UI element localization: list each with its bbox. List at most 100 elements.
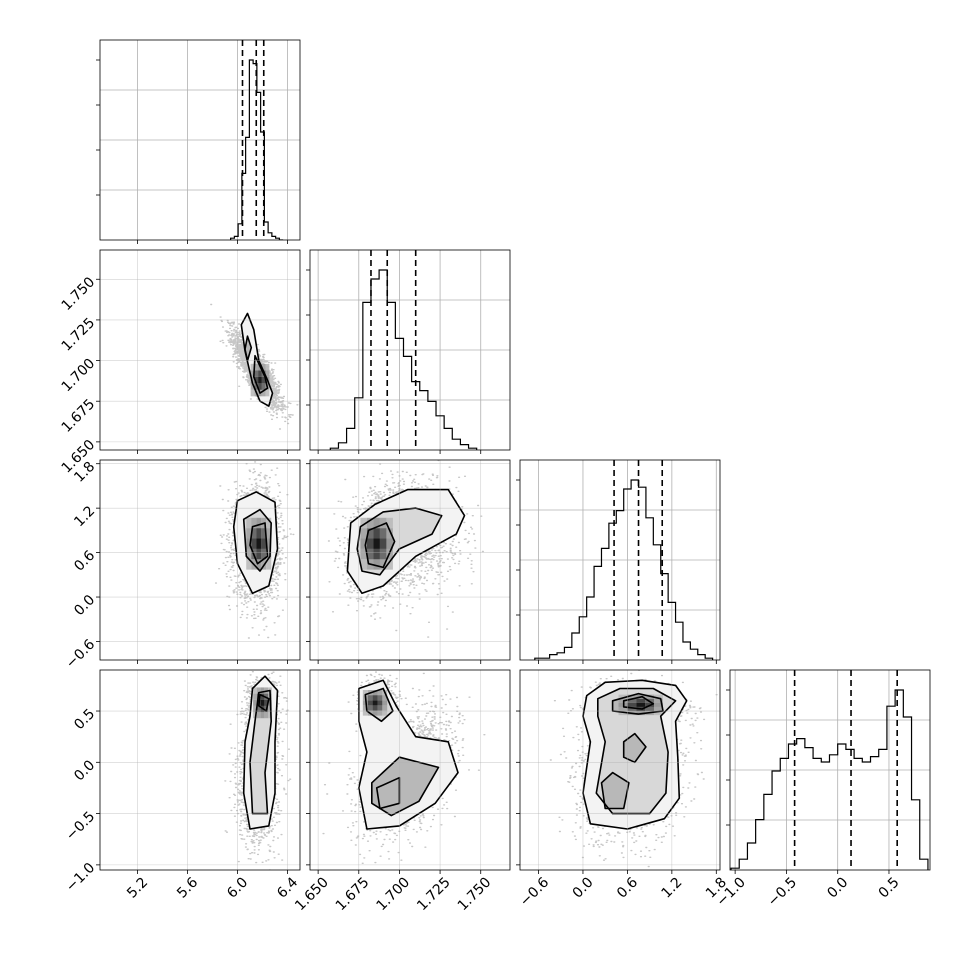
contour-line-0 (242, 675, 279, 830)
density-cell (251, 528, 257, 539)
density-cell (373, 559, 380, 570)
density-cell (360, 528, 367, 539)
contour-line-0 (582, 679, 688, 830)
density-cell (366, 548, 374, 560)
panel-frame (99, 459, 301, 661)
density-cell (377, 690, 383, 696)
joint-panel-3-0 (96, 669, 301, 874)
density-cell (627, 702, 637, 707)
density-cell (251, 517, 257, 529)
density-cell (366, 517, 374, 529)
panel-frame (99, 669, 301, 871)
density-cell (382, 700, 388, 706)
density-cell (268, 712, 272, 719)
density-cell (379, 538, 387, 549)
density-cell (261, 548, 267, 560)
panel-frame (309, 459, 511, 661)
density-cell (256, 687, 261, 694)
density-cell (260, 699, 265, 706)
density-cell (367, 700, 373, 706)
panel-frame (519, 669, 721, 871)
density-cell (266, 559, 272, 570)
density-cell (627, 694, 637, 699)
density-cell (362, 690, 368, 696)
density-cell (362, 705, 368, 711)
density-cell (246, 548, 252, 560)
x-tick-label: 0.0 (570, 874, 597, 901)
density-cell (379, 548, 387, 560)
histogram-step-1 (329, 269, 478, 450)
density-cell (253, 705, 257, 713)
contour-line-4 (622, 732, 647, 764)
contour-line-1 (364, 687, 394, 723)
density-cell (373, 517, 380, 529)
y-tick-label: 1.750 (59, 274, 99, 314)
histogram-step-3 (730, 689, 929, 870)
density-cell (258, 370, 262, 377)
panel-frame (729, 669, 931, 871)
density-cell (261, 363, 266, 371)
density-cell (367, 705, 373, 711)
density-cell (645, 706, 655, 712)
x-tick-label: −0.5 (765, 874, 800, 909)
density-cell (260, 712, 265, 719)
density-cell (266, 538, 272, 549)
y-tick-label: −0.6 (63, 636, 98, 671)
contour-line-0 (346, 488, 466, 595)
density-cell (386, 559, 393, 570)
density-cell (256, 517, 262, 529)
contour-line-5 (600, 771, 630, 810)
density-cell (246, 559, 252, 570)
density-cell (362, 710, 368, 716)
density-cell (258, 376, 262, 384)
y-tick-label: 1.675 (59, 396, 99, 436)
density-cell (379, 517, 387, 529)
y-tick-label: 0.6 (71, 548, 98, 575)
density-cell (266, 528, 272, 539)
y-tick-label: −0.5 (63, 809, 98, 844)
density-cell (253, 699, 257, 706)
density-cell (261, 376, 266, 384)
density-cell (254, 370, 259, 377)
density-cell (366, 528, 374, 539)
density-cell (264, 712, 269, 719)
density-cell (627, 698, 637, 703)
contour-line-3 (622, 695, 655, 710)
y-tick-label: 1.725 (59, 315, 99, 355)
panel-frame (309, 249, 511, 451)
density-cell (386, 517, 393, 529)
density-cell (264, 699, 269, 706)
contour-line-0 (240, 312, 274, 407)
density-cell (377, 705, 383, 711)
contour-line-2 (364, 522, 396, 569)
density-cell (618, 694, 628, 699)
density-cell (250, 389, 255, 397)
density-cell (372, 690, 378, 696)
density-cell (386, 528, 393, 539)
density-cell (266, 517, 272, 529)
y-tick-label: 0.0 (71, 757, 98, 784)
density-cell (261, 538, 267, 549)
y-tick-label: 1.2 (71, 503, 98, 530)
y-tick-label: 1.700 (59, 356, 99, 396)
density-cell (265, 370, 270, 377)
density-cell (377, 700, 383, 706)
density-cell (654, 702, 663, 707)
density-cell (265, 363, 270, 371)
density-cell (618, 706, 628, 712)
density-cell (251, 538, 257, 549)
x-tick-label: 1.675 (333, 874, 373, 914)
density-cell (246, 528, 252, 539)
density-cell (246, 538, 252, 549)
density-cell (260, 693, 265, 700)
density-cell (256, 559, 262, 570)
contour-line-1 (595, 687, 677, 815)
density-cell (367, 695, 373, 701)
density-cell (250, 363, 255, 371)
density-cell (627, 706, 637, 712)
density-cell (258, 383, 262, 390)
histogram-panel-2 (516, 459, 721, 664)
density-cell (654, 706, 663, 712)
density-cell (360, 517, 367, 529)
